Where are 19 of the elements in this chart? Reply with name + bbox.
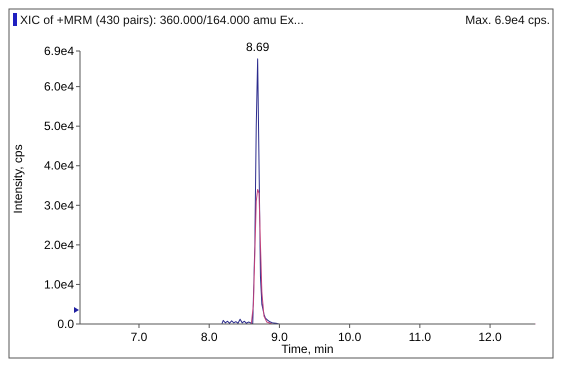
x-tick-label: 9.0 [271, 330, 288, 344]
y-tick-label: 3.0e4 [44, 198, 74, 212]
x-tick-label: 10.0 [338, 330, 362, 344]
chart-subtitle: Max. 6.9e4 cps. [465, 13, 550, 27]
x-tick-label: 7.0 [130, 330, 148, 344]
y-tick-label: 1.0e4 [44, 277, 74, 292]
y-tick-label: 6.9e4 [44, 44, 74, 58]
x-tick-label: 12.0 [478, 330, 502, 344]
x-axis-title: Time, min [281, 342, 334, 356]
y-axis-title: Intensity, cps [11, 144, 25, 214]
chart-title: XIC of +MRM (430 pairs): 360.000/164.000 amu Ex... [20, 13, 304, 27]
x-tick-label: 11.0 [408, 330, 432, 344]
y-tick-label: 2.0e4 [44, 238, 74, 252]
y-tick-label: 5.0e4 [44, 119, 74, 134]
y-tick-label: 0.0 [57, 317, 74, 331]
y-tick-label: 4.0e4 [44, 158, 74, 173]
x-tick-label: 8.0 [200, 330, 218, 344]
y-tick-label: 6.0e4 [44, 80, 74, 94]
annotation: 8.69 [246, 40, 270, 54]
